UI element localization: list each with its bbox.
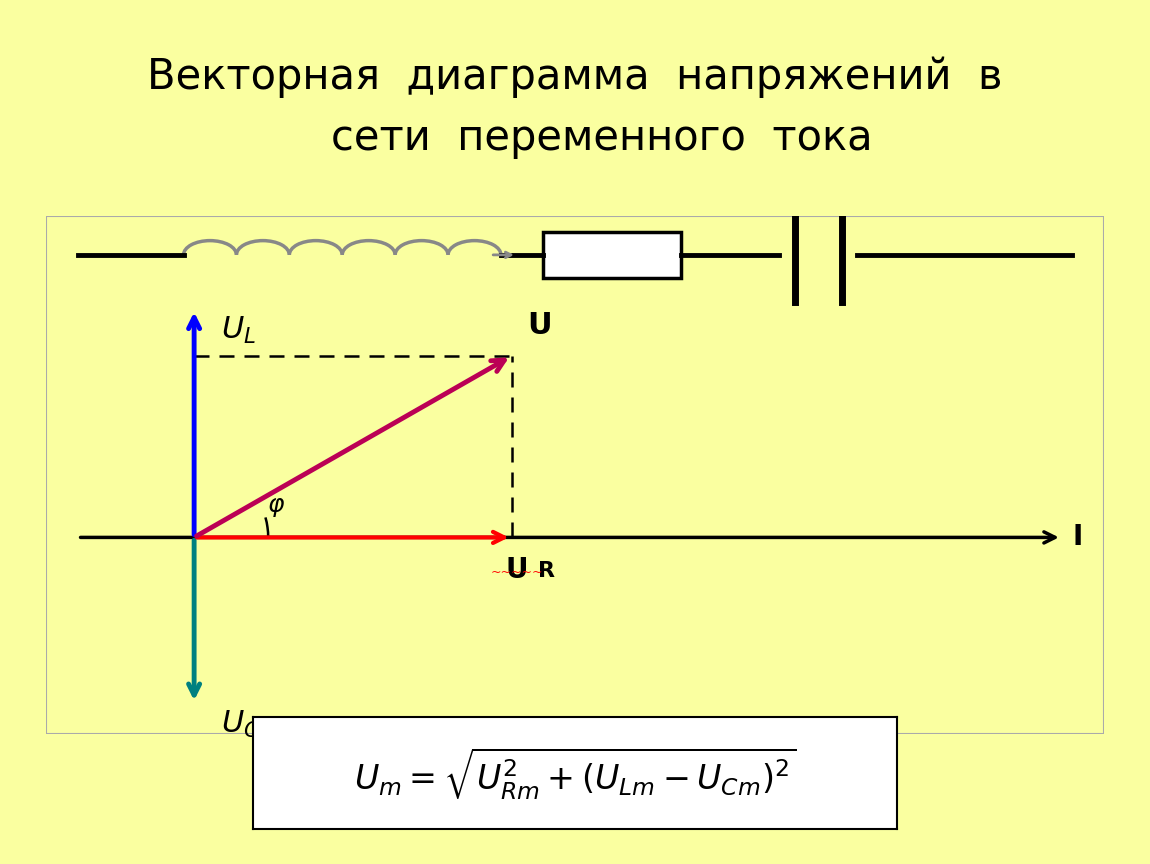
Text: Векторная  диаграмма  напряжений  в
    сети  переменного  тока: Векторная диаграмма напряжений в сети пе… xyxy=(147,55,1003,160)
Text: R: R xyxy=(538,561,555,581)
Text: $U_C$: $U_C$ xyxy=(221,708,260,740)
Text: φ: φ xyxy=(268,492,285,517)
Text: ~~~~~: ~~~~~ xyxy=(491,566,543,579)
Text: $U_m = \sqrt{U_{Rm}^2 + (U_{Lm} - U_{Cm})^2}$: $U_m = \sqrt{U_{Rm}^2 + (U_{Lm} - U_{Cm}… xyxy=(354,745,796,802)
Text: U: U xyxy=(506,556,528,583)
Text: $U_L$: $U_L$ xyxy=(221,314,255,346)
Text: I: I xyxy=(1072,524,1082,551)
Text: U: U xyxy=(528,311,552,340)
Bar xyxy=(543,232,681,278)
